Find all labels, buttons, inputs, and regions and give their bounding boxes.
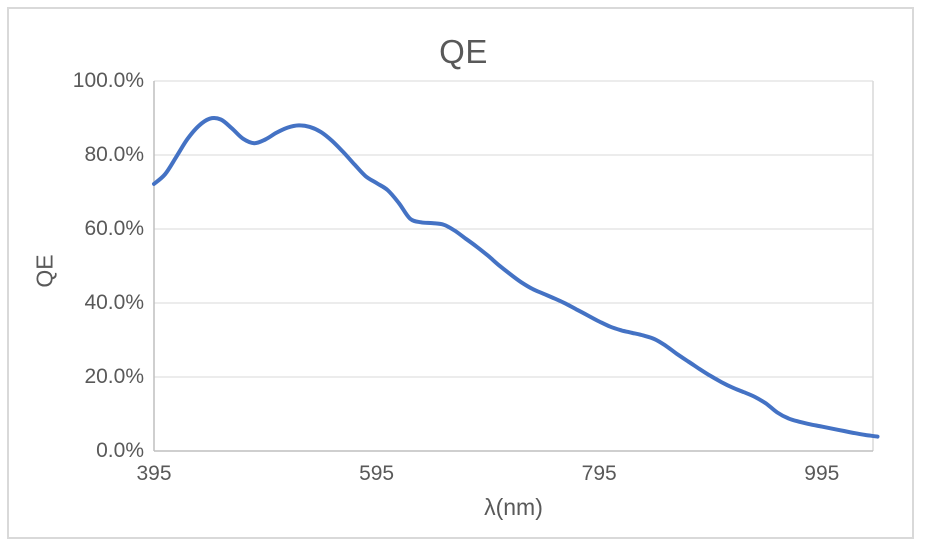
y-axis-tick-label: 60.0% bbox=[84, 217, 144, 240]
y-axis-tick-label: 80.0% bbox=[84, 143, 144, 166]
x-axis-tick-label: 395 bbox=[136, 462, 172, 485]
y-axis-tick-label: 20.0% bbox=[84, 365, 144, 388]
plot-area bbox=[152, 80, 880, 452]
x-axis-tick-label: 795 bbox=[581, 462, 617, 485]
y-axis-title: QE bbox=[31, 254, 58, 288]
qe-series-line bbox=[152, 116, 880, 439]
x-axis-title: λ(nm) bbox=[484, 494, 543, 520]
x-axis-tick-label: 995 bbox=[804, 462, 840, 485]
y-axis-tick-label: 40.0% bbox=[84, 291, 144, 314]
y-axis-tick-label: 100.0% bbox=[72, 69, 144, 92]
x-axis-tick-label: 595 bbox=[359, 462, 395, 485]
y-axis-tick-label: 0.0% bbox=[96, 439, 144, 462]
chart-title: QE bbox=[439, 33, 488, 70]
